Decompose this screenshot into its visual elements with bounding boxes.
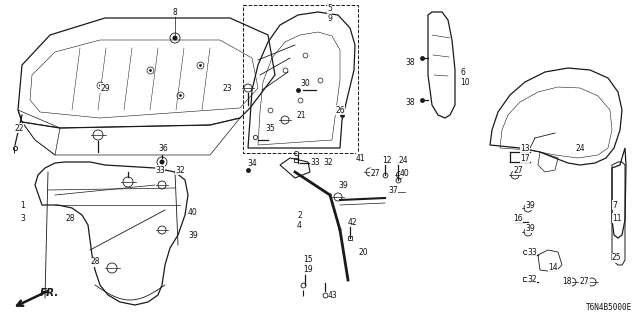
Text: 9: 9 <box>327 13 332 22</box>
Text: 20: 20 <box>358 247 367 257</box>
Text: 22: 22 <box>14 124 24 132</box>
Text: 4: 4 <box>297 220 302 229</box>
Text: 29: 29 <box>100 84 109 92</box>
Text: 39: 39 <box>525 201 535 210</box>
Text: 39: 39 <box>525 223 535 233</box>
Text: 32: 32 <box>323 157 333 166</box>
Text: 16: 16 <box>513 213 523 222</box>
Text: 37: 37 <box>388 186 397 195</box>
Text: 27: 27 <box>580 277 589 286</box>
Text: 33: 33 <box>155 165 164 174</box>
Text: 33: 33 <box>310 157 320 166</box>
Text: 40: 40 <box>400 169 410 178</box>
Text: 32: 32 <box>527 276 536 284</box>
Text: 41: 41 <box>356 154 365 163</box>
Text: 28: 28 <box>65 213 74 222</box>
Text: 24: 24 <box>575 143 584 153</box>
Text: 2: 2 <box>297 211 301 220</box>
Text: 36: 36 <box>158 143 168 153</box>
Text: 27: 27 <box>370 169 380 178</box>
Text: 21: 21 <box>296 110 305 119</box>
Text: 38: 38 <box>405 58 415 67</box>
Text: 6: 6 <box>460 68 465 76</box>
Text: 10: 10 <box>460 77 470 86</box>
Text: 38: 38 <box>405 98 415 107</box>
Text: 15: 15 <box>303 255 312 265</box>
Circle shape <box>159 159 164 164</box>
Text: 3: 3 <box>20 213 25 222</box>
Text: 40: 40 <box>188 207 198 217</box>
Text: 5: 5 <box>327 4 332 12</box>
Circle shape <box>173 36 177 41</box>
Bar <box>243 5 358 153</box>
Text: 28: 28 <box>90 258 99 267</box>
Text: 18: 18 <box>562 277 572 286</box>
Text: 26: 26 <box>335 106 344 115</box>
Text: 43: 43 <box>328 291 338 300</box>
Text: 42: 42 <box>348 218 358 227</box>
Text: 39: 39 <box>338 180 348 189</box>
Text: 1: 1 <box>20 201 25 210</box>
Text: 35: 35 <box>265 124 275 132</box>
Text: 34: 34 <box>247 158 257 167</box>
Text: 7: 7 <box>612 201 617 210</box>
Text: 23: 23 <box>222 84 232 92</box>
Text: T6N4B5000E: T6N4B5000E <box>586 303 632 312</box>
Text: 27: 27 <box>513 165 523 174</box>
Text: 30: 30 <box>300 78 310 87</box>
Text: 24: 24 <box>398 156 408 164</box>
Text: 39: 39 <box>188 230 198 239</box>
Text: 14: 14 <box>548 263 557 273</box>
Text: 17: 17 <box>520 154 530 163</box>
Text: 11: 11 <box>612 213 621 222</box>
Text: 12: 12 <box>382 156 392 164</box>
Text: 25: 25 <box>612 253 621 262</box>
Text: 32: 32 <box>175 165 184 174</box>
Text: 19: 19 <box>303 266 312 275</box>
Text: 8: 8 <box>173 7 177 17</box>
Text: FR.: FR. <box>40 288 60 298</box>
Text: 33: 33 <box>527 247 537 257</box>
Text: 13: 13 <box>520 143 530 153</box>
